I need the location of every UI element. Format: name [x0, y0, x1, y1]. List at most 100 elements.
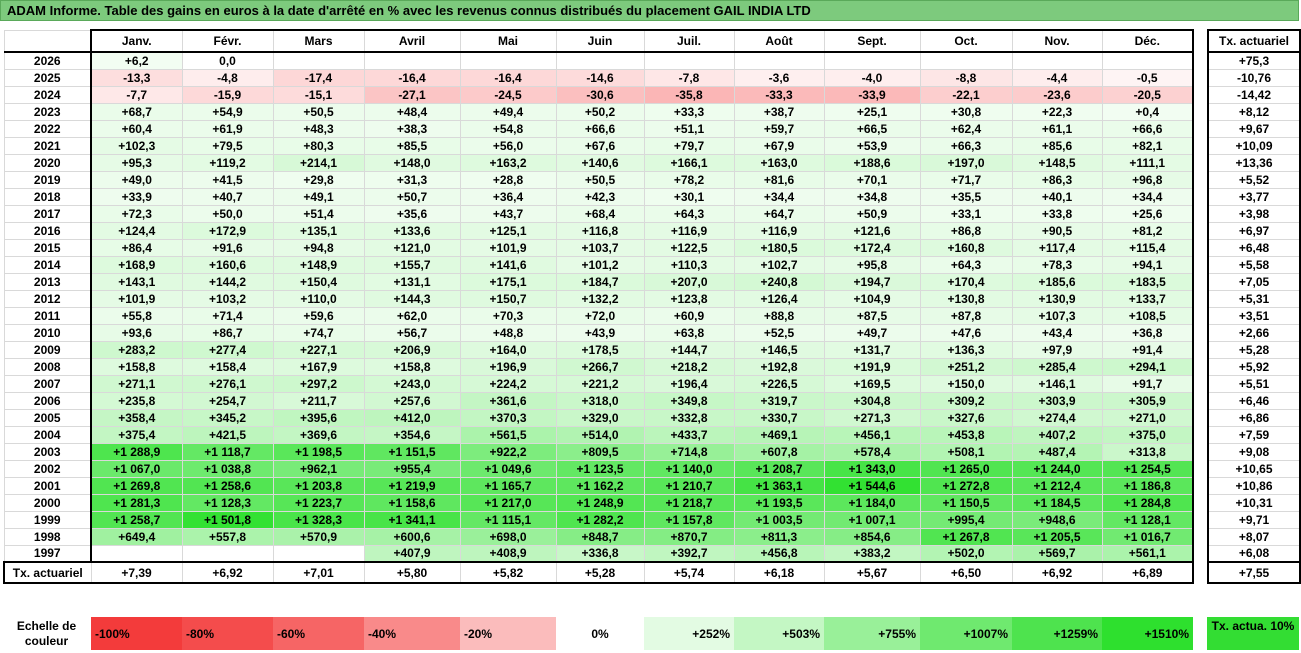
gain-cell: +1 328,3 — [272, 510, 365, 529]
gain-cell: +132,2 — [555, 289, 645, 308]
gain-cell: +327,6 — [919, 408, 1013, 427]
gain-cell: +74,7 — [272, 323, 365, 342]
year-label: 2014 — [3, 255, 92, 274]
gain-cell: +78,3 — [1011, 255, 1103, 274]
actuarial-rate-cell: +7,59 — [1207, 425, 1301, 444]
gain-cell: +395,6 — [272, 408, 365, 427]
gain-cell: +86,3 — [1011, 170, 1103, 189]
gain-cell: +87,5 — [823, 306, 921, 325]
year-label: 2007 — [3, 374, 92, 393]
gain-cell: +148,0 — [363, 153, 461, 172]
gain-cell: +502,0 — [919, 544, 1013, 563]
month-header: Juin — [555, 29, 645, 53]
gain-cell: +107,3 — [1011, 306, 1103, 325]
color-scale-step: 0% — [591, 626, 609, 641]
gain-cell — [1011, 51, 1103, 70]
gain-cell: +336,8 — [555, 544, 645, 563]
gain-cell: +1 282,2 — [555, 510, 645, 529]
gain-cell: +962,1 — [272, 459, 365, 478]
gain-cell: +116,9 — [643, 221, 735, 240]
gain-cell: -14,6 — [555, 68, 645, 87]
gain-cell: +62,4 — [919, 119, 1013, 138]
gain-cell: +421,5 — [181, 425, 274, 444]
gain-cell: +160,8 — [919, 238, 1013, 257]
year-label: 2004 — [3, 425, 92, 444]
gain-cell: +59,6 — [272, 306, 365, 325]
gain-cell: +283,2 — [90, 340, 183, 359]
gain-cell: +133,7 — [1101, 289, 1194, 308]
gain-cell: +329,0 — [555, 408, 645, 427]
gain-cell — [459, 51, 557, 70]
gain-cell: +345,2 — [181, 408, 274, 427]
gain-cell: +35,6 — [363, 204, 461, 223]
gain-cell: +56,0 — [459, 136, 557, 155]
color-scale-step: -20% — [464, 626, 493, 641]
gain-cell: +1 281,3 — [90, 493, 183, 512]
actuarial-rate-cell: +5,58 — [1207, 255, 1301, 274]
gain-cell: +508,1 — [919, 442, 1013, 461]
gain-cell: +40,7 — [181, 187, 274, 206]
gain-cell: +1 218,7 — [643, 493, 735, 512]
gain-cell: +52,5 — [733, 323, 825, 342]
gain-cell: +183,5 — [1101, 272, 1194, 291]
actuarial-rate-cell: -10,76 — [1207, 68, 1301, 87]
year-label: 2002 — [3, 459, 92, 478]
gain-cell: +48,4 — [363, 102, 461, 121]
gain-cell: +358,4 — [90, 408, 183, 427]
month-header: Nov. — [1011, 29, 1103, 53]
gain-cell: -22,1 — [919, 85, 1013, 104]
gain-cell: +43,4 — [1011, 323, 1103, 342]
gain-cell: +43,9 — [555, 323, 645, 342]
gain-cell: +91,7 — [1101, 374, 1194, 393]
gain-cell: +1 193,5 — [733, 493, 825, 512]
gain-cell: +33,9 — [90, 187, 183, 206]
gain-cell: +180,5 — [733, 238, 825, 257]
footer-rate-cell: +7,01 — [272, 561, 365, 584]
gain-cell: +1 203,8 — [272, 476, 365, 495]
gain-cell: +191,9 — [823, 357, 921, 376]
gain-cell: +90,5 — [1011, 221, 1103, 240]
year-label: 2013 — [3, 272, 92, 291]
actuarial-rate-cell: +5,92 — [1207, 357, 1301, 376]
month-header: Janv. — [90, 29, 183, 53]
gain-cell: -7,7 — [90, 85, 183, 104]
gain-cell: +1 223,7 — [272, 493, 365, 512]
gain-cell: +96,8 — [1101, 170, 1194, 189]
color-scale-swatch: +252% — [644, 617, 734, 650]
table-row: 2009 +283,2 +277,4 +227,1 +206,9 +164,0 +178,5… — [3, 340, 1194, 359]
gain-cell: +226,5 — [733, 374, 825, 393]
gain-cell: +95,8 — [823, 255, 921, 274]
year-label: 2011 — [3, 306, 92, 325]
gain-cell: +1 128,3 — [181, 493, 274, 512]
gain-cell: +392,7 — [643, 544, 735, 563]
year-label: 2023 — [3, 102, 92, 121]
table-row: 2000 +1 281,3 +1 128,3 +1 223,7 +1 158,6 +1 2… — [3, 493, 1194, 512]
month-header: Déc. — [1101, 29, 1194, 53]
gain-cell: +150,7 — [459, 289, 557, 308]
gain-cell: +1 115,1 — [459, 510, 557, 529]
gains-table: Janv. Févr. Mars Avril Mai Juin Juil. Août Sept.… — [3, 29, 1194, 584]
year-label: 2000 — [3, 493, 92, 512]
gain-cell: +1 123,5 — [555, 459, 645, 478]
gain-cell: +35,5 — [919, 187, 1013, 206]
gain-cell: +235,8 — [90, 391, 183, 410]
table-row: 2021 +102,3 +79,5 +80,3 +85,5 +56,0 +67,6 +79,7… — [3, 136, 1194, 155]
gain-cell: +126,4 — [733, 289, 825, 308]
gain-cell: +135,1 — [272, 221, 365, 240]
color-scale-swatch: +1007% — [920, 617, 1012, 650]
gain-cell: +158,8 — [363, 357, 461, 376]
gain-cell: +1 212,4 — [1011, 476, 1103, 495]
gain-cell: +64,3 — [919, 255, 1013, 274]
year-label: 2006 — [3, 391, 92, 410]
gain-cell: +207,0 — [643, 272, 735, 291]
color-scale-swatch: +1510% — [1102, 617, 1193, 650]
gain-cell: +146,1 — [1011, 374, 1103, 393]
gain-cell: +141,6 — [459, 255, 557, 274]
gain-cell: -15,1 — [272, 85, 365, 104]
gain-cell: +297,2 — [272, 374, 365, 393]
actuarial-rate-cell: +6,48 — [1207, 238, 1301, 257]
year-label: 2022 — [3, 119, 92, 138]
gain-cell: +1 198,5 — [272, 442, 365, 461]
gain-cell: +1 269,8 — [90, 476, 183, 495]
gain-cell: +332,8 — [643, 408, 735, 427]
